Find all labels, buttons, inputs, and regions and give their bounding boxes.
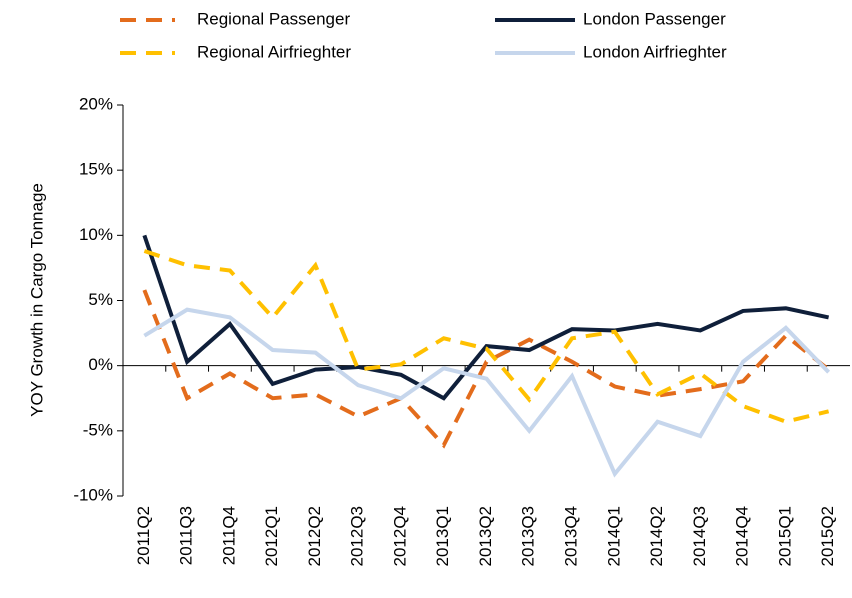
y-tick-label: 0% (88, 355, 113, 374)
y-tick-label: 15% (79, 160, 113, 179)
y-axis-title: YOY Growth in Cargo Tonnage (27, 183, 46, 417)
x-tick-label: 2012Q4 (390, 506, 409, 567)
x-tick-label: 2012Q1 (262, 506, 281, 567)
x-tick-label: 2013Q3 (519, 506, 538, 567)
legend-label: Regional Passenger (197, 9, 350, 28)
x-tick-label: 2014Q2 (647, 506, 666, 567)
series-line (143, 307, 831, 478)
x-tick-label: 2014Q1 (604, 506, 623, 567)
legend-label: Regional Airfrieghter (197, 42, 351, 61)
x-tick-label: 2011Q4 (219, 506, 238, 565)
x-tick-label: 2015Q2 (818, 506, 837, 567)
y-tick-label: 20% (79, 94, 113, 113)
y-tick-label: -10% (73, 485, 113, 504)
legend-label: London Passenger (583, 9, 726, 28)
x-tick-label: 2014Q4 (733, 506, 752, 567)
x-tick-label: 2011Q2 (134, 506, 153, 565)
x-tick-label: 2011Q3 (177, 506, 196, 565)
series-line (143, 249, 830, 424)
y-tick-label: 10% (79, 225, 113, 244)
x-tick-label: 2012Q2 (305, 506, 324, 567)
series-line (142, 289, 830, 449)
x-tick-label: 2014Q3 (690, 506, 709, 567)
x-tick-label: 2013Q4 (562, 506, 581, 567)
y-tick-label: 5% (88, 290, 113, 309)
legend-label: London Airfrieghter (583, 42, 727, 61)
x-tick-label: 2015Q1 (775, 506, 794, 567)
y-tick-label: -5% (83, 420, 113, 439)
x-tick-label: 2012Q3 (348, 506, 367, 567)
series-line (142, 234, 830, 401)
x-tick-label: 2013Q1 (433, 506, 452, 567)
x-tick-label: 2013Q2 (476, 506, 495, 567)
